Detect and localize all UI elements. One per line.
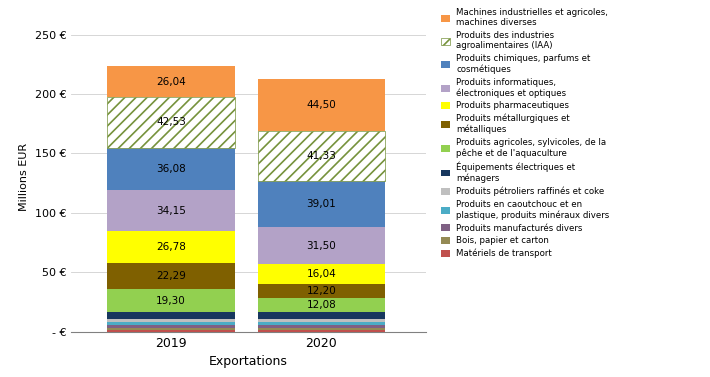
Bar <box>258 284 385 298</box>
Text: 19,30: 19,30 <box>156 296 186 306</box>
Bar <box>258 132 385 181</box>
Bar <box>258 325 385 328</box>
Bar <box>107 322 235 325</box>
Bar <box>107 66 235 97</box>
Bar <box>107 263 235 290</box>
Text: 26,78: 26,78 <box>156 242 186 252</box>
Bar <box>107 319 235 322</box>
Y-axis label: Millions EUR: Millions EUR <box>19 143 29 211</box>
Bar <box>107 328 235 330</box>
Bar <box>258 227 385 264</box>
Bar <box>258 78 385 132</box>
Text: 12,20: 12,20 <box>307 286 337 296</box>
Bar <box>107 231 235 263</box>
Text: 16,04: 16,04 <box>307 269 337 279</box>
Bar <box>107 97 235 147</box>
Text: 39,01: 39,01 <box>307 199 337 209</box>
Bar <box>107 313 235 319</box>
Text: 26,04: 26,04 <box>156 77 186 87</box>
Text: 42,53: 42,53 <box>156 117 186 127</box>
Bar <box>258 330 385 332</box>
Text: 12,08: 12,08 <box>307 300 337 310</box>
Bar <box>258 181 385 227</box>
Bar <box>258 322 385 325</box>
Bar <box>107 330 235 332</box>
Text: 36,08: 36,08 <box>156 164 186 174</box>
Text: 31,50: 31,50 <box>307 241 337 251</box>
Bar <box>258 264 385 284</box>
Bar <box>107 290 235 313</box>
Text: 22,29: 22,29 <box>156 271 186 281</box>
X-axis label: Exportations: Exportations <box>209 355 288 368</box>
Bar <box>258 298 385 313</box>
Bar <box>107 190 235 231</box>
Bar <box>107 325 235 328</box>
Bar <box>258 328 385 330</box>
Bar <box>107 147 235 190</box>
Text: 44,50: 44,50 <box>307 100 337 110</box>
Text: 34,15: 34,15 <box>156 206 186 216</box>
Legend: Machines industrielles et agricoles,
machines diverses, Produits des industries
: Machines industrielles et agricoles, mac… <box>441 8 610 258</box>
Text: 41,33: 41,33 <box>307 151 337 161</box>
Bar <box>258 313 385 319</box>
Bar <box>258 319 385 322</box>
